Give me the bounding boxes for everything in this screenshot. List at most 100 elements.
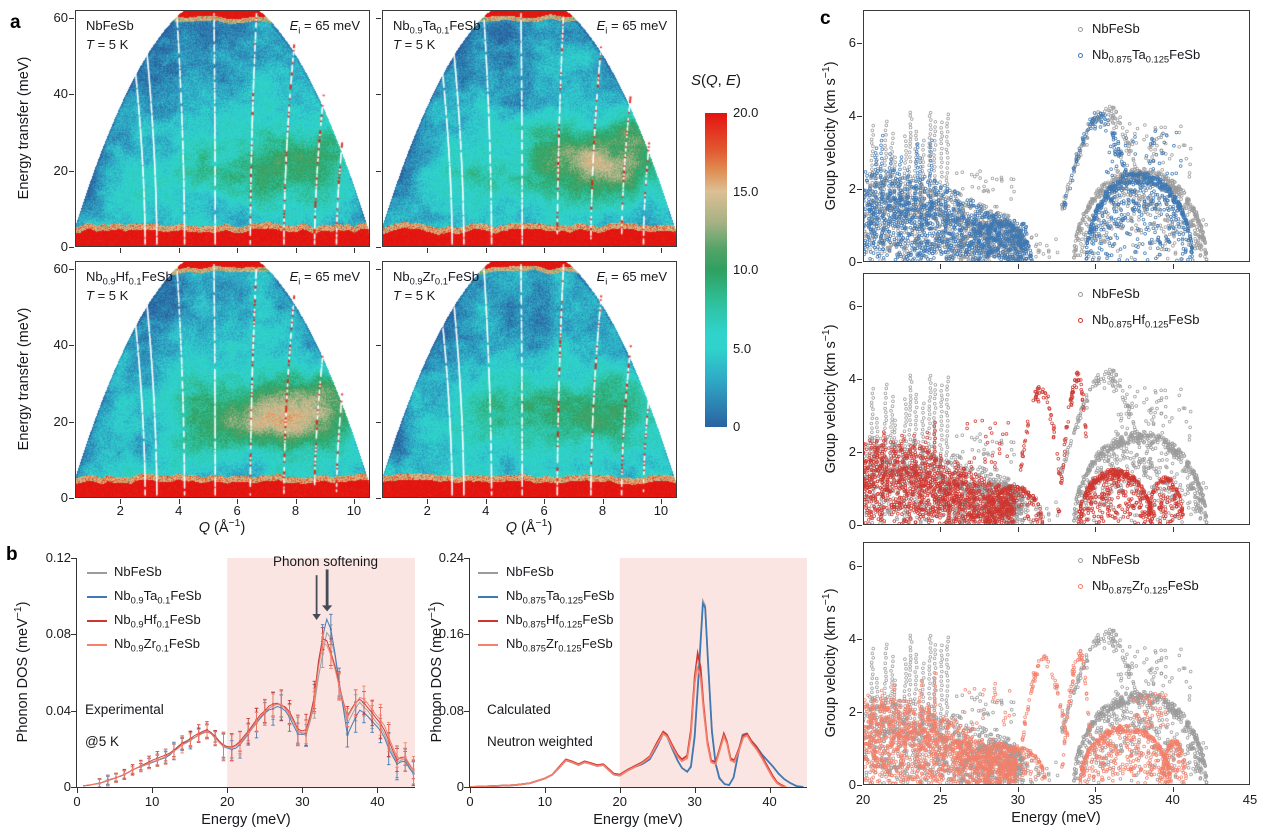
- y-tick-label: 0: [848, 517, 856, 532]
- y-tick-label: 4: [848, 108, 856, 123]
- x-tick-label: 20: [855, 792, 871, 807]
- x-axis-title: Energy (meV): [593, 812, 683, 828]
- x-tick-label: 20: [219, 794, 235, 809]
- group-velocity-canvas-zr: [863, 542, 1250, 785]
- legend-label: Nb0.9Ta0.1FeSb: [114, 588, 202, 606]
- y-tick-label: 60: [53, 260, 68, 276]
- tick-mark: [69, 498, 74, 499]
- panel-label-b: b: [6, 544, 18, 565]
- y-tick-label: 0: [848, 254, 856, 269]
- x-tick-label: 35: [1087, 792, 1103, 807]
- annotation-at-5k: @5 K: [85, 734, 119, 749]
- colorbar-tick-label: 5.0: [733, 340, 752, 356]
- tick-mark: [376, 17, 381, 19]
- tick-mark: [1017, 787, 1019, 792]
- x-axis-title: Q (Å−1): [505, 518, 553, 536]
- tick-mark: [227, 788, 229, 793]
- y-tick-label: 40: [53, 337, 68, 353]
- sample-label: Nb0.9Hf0.1FeSb: [86, 269, 173, 287]
- legend-label: Nb0.9Zr0.1FeSb: [114, 636, 200, 654]
- tick-mark: [77, 788, 78, 793]
- tick-mark: [295, 499, 297, 504]
- tick-mark: [485, 248, 487, 253]
- y-tick-label: 0: [60, 239, 68, 254]
- legend-label: NbFeSb: [1092, 21, 1140, 36]
- tick-mark: [71, 710, 76, 712]
- tick-mark: [120, 248, 122, 253]
- legend-marker: [87, 620, 107, 622]
- tick-mark: [660, 499, 662, 504]
- colorbar-tick-label: 10.0: [733, 262, 759, 277]
- y-axis-title: Phonon DOS (meV−1): [13, 601, 31, 743]
- tick-mark: [69, 17, 74, 19]
- y-tick-label: 2: [848, 704, 856, 719]
- tick-mark: [152, 788, 154, 793]
- x-tick-label: 4: [175, 503, 183, 518]
- legend-label: NbFeSb: [1092, 286, 1140, 301]
- tick-mark: [178, 248, 180, 253]
- tick-mark: [857, 379, 862, 380]
- y-tick-label: 4: [848, 631, 856, 646]
- y-axis-title: Energy transfer (meV): [16, 307, 32, 451]
- tick-mark: [464, 634, 469, 636]
- tick-mark: [769, 788, 771, 793]
- temperature-label: T = 5 K: [393, 37, 436, 52]
- temperature-label: T = 5 K: [86, 288, 129, 303]
- legend-marker: [87, 596, 107, 598]
- tick-mark: [302, 788, 304, 793]
- x-tick-label: 10: [346, 503, 362, 518]
- y-tick-label: 0: [848, 777, 856, 792]
- y-tick-label: 4: [848, 371, 856, 386]
- legend-marker: [1078, 292, 1083, 297]
- tick-mark: [376, 268, 381, 270]
- incident-energy-label: Ei = 65 meV: [596, 269, 667, 287]
- incident-energy-label: Ei = 65 meV: [289, 269, 360, 287]
- axis-spine: [76, 787, 415, 788]
- tick-mark: [940, 527, 942, 532]
- tick-mark: [602, 499, 604, 504]
- legend-label: Nb0.875Hf0.125FeSb: [1092, 312, 1200, 330]
- tick-mark: [1172, 264, 1174, 269]
- tick-mark: [857, 189, 862, 190]
- y-tick-label: 40: [53, 86, 68, 102]
- tick-mark: [376, 421, 381, 423]
- tick-mark: [470, 788, 471, 793]
- tick-mark: [857, 639, 862, 640]
- tick-mark: [376, 94, 381, 96]
- tick-mark: [353, 499, 355, 504]
- x-tick-label: 30: [295, 794, 310, 809]
- tick-mark: [544, 788, 546, 793]
- x-tick-label: 2: [116, 503, 124, 518]
- legend-label: Nb0.875Zr0.125FeSb: [506, 636, 613, 654]
- tick-mark: [857, 262, 862, 263]
- colorbar-tick-label: 0: [733, 419, 741, 434]
- tick-mark: [377, 788, 379, 793]
- tick-mark: [857, 43, 862, 44]
- x-tick-label: 40: [762, 794, 777, 809]
- x-tick-label: 10: [653, 503, 669, 518]
- tick-mark: [178, 499, 180, 504]
- dos-calculated-canvas: [470, 558, 807, 787]
- group-velocity-canvas-ta: [863, 10, 1250, 262]
- colorbar-title: S(Q, E): [690, 72, 742, 89]
- y-axis-title: Energy transfer (meV): [16, 56, 32, 200]
- x-tick-label: 0: [73, 794, 81, 809]
- y-tick-label: 0.04: [45, 702, 71, 718]
- tick-mark: [1095, 264, 1097, 269]
- tick-mark: [1172, 787, 1174, 792]
- tick-mark: [1095, 787, 1097, 792]
- legend-label: NbFeSb: [1092, 552, 1140, 567]
- colorbar-gradient: [705, 113, 727, 427]
- tick-mark: [857, 452, 862, 453]
- legend-marker: [478, 596, 498, 598]
- x-tick-label: 8: [291, 503, 300, 518]
- tick-mark: [427, 248, 429, 253]
- axis-spine: [469, 787, 807, 788]
- x-tick-label: 20: [612, 794, 627, 809]
- tick-mark: [857, 566, 862, 567]
- legend-marker: [478, 644, 498, 646]
- axis-spine: [76, 558, 77, 787]
- tick-mark: [1095, 527, 1097, 532]
- tick-mark: [376, 247, 381, 248]
